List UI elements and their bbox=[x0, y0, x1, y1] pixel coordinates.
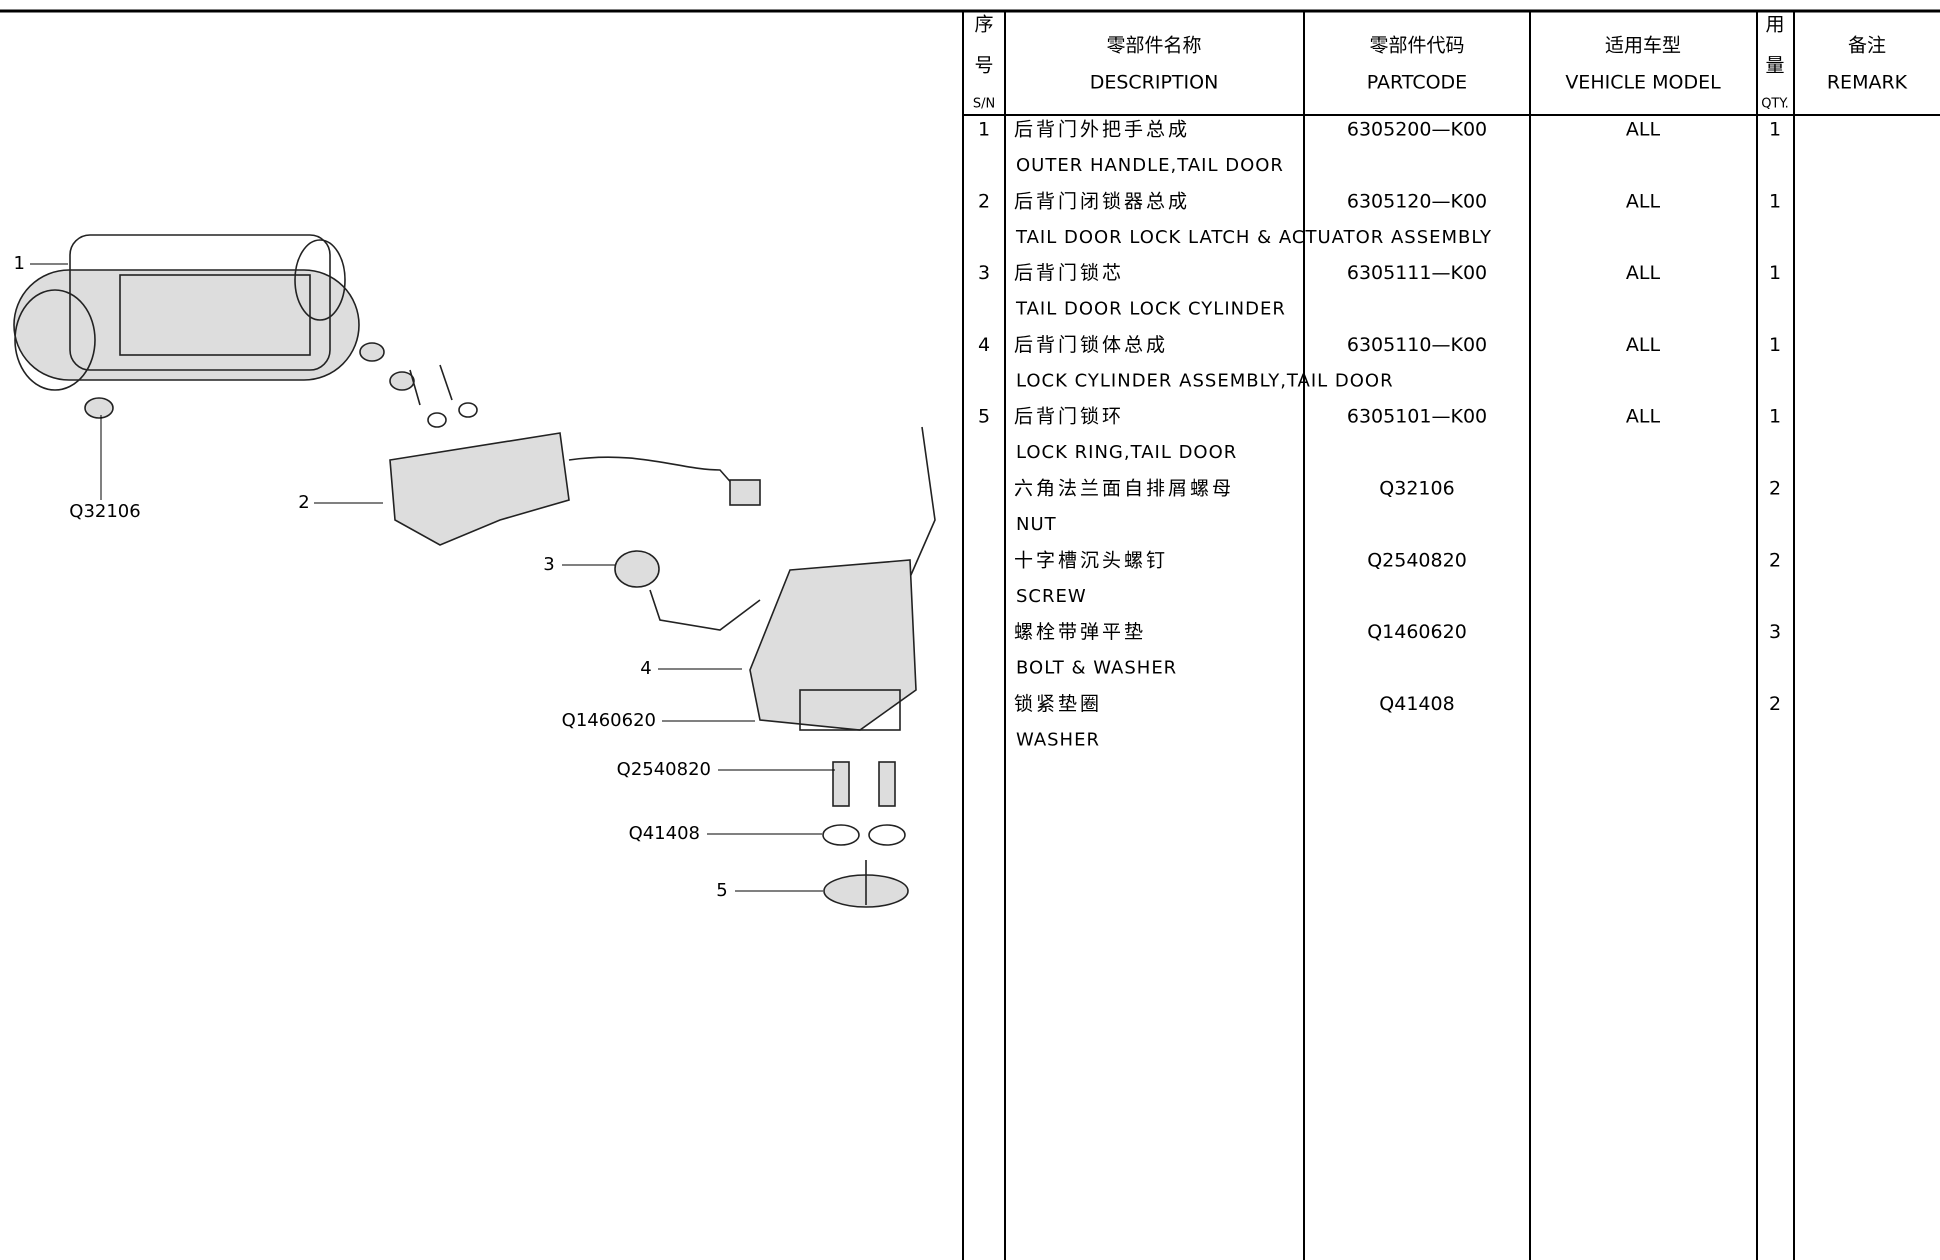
qty: 1 bbox=[1769, 119, 1781, 141]
sn: 3 bbox=[978, 262, 990, 284]
qty: 1 bbox=[1769, 190, 1781, 212]
name-en: OUTER HANDLE,TAIL DOOR bbox=[1016, 155, 1284, 176]
model: ALL bbox=[1626, 119, 1661, 141]
partcode: 6305120—K00 bbox=[1347, 190, 1487, 212]
model: ALL bbox=[1626, 334, 1661, 356]
callout: Q32106 bbox=[69, 501, 140, 522]
partcode: 6305200—K00 bbox=[1347, 119, 1487, 141]
qty: 1 bbox=[1769, 406, 1781, 428]
header-remark: 备注 bbox=[1848, 35, 1886, 57]
callout: 2 bbox=[298, 492, 309, 513]
partcode: Q41408 bbox=[1379, 693, 1454, 715]
header-sn: 序 bbox=[974, 14, 993, 36]
table-frame bbox=[0, 9, 1940, 1260]
header-model: VEHICLE MODEL bbox=[1565, 72, 1721, 94]
qty: 2 bbox=[1769, 478, 1781, 500]
header-sn: S/N bbox=[973, 97, 995, 112]
name-cn: 螺栓带弹平垫 bbox=[1014, 621, 1146, 643]
model: ALL bbox=[1626, 190, 1661, 212]
name-cn: 后背门闭锁器总成 bbox=[1014, 190, 1190, 212]
name-en: LOCK RING,TAIL DOOR bbox=[1016, 442, 1237, 463]
qty: 2 bbox=[1769, 693, 1781, 715]
name-cn: 后背门锁芯 bbox=[1014, 262, 1124, 284]
callout: Q2540820 bbox=[617, 759, 711, 780]
header-model: 适用车型 bbox=[1605, 35, 1681, 57]
parts-drawing bbox=[13, 234, 936, 908]
name-en: TAIL DOOR LOCK LATCH & ACTUATOR ASSEMBLY bbox=[1015, 227, 1492, 248]
header-description: 零部件名称 bbox=[1106, 35, 1201, 57]
header-description: DESCRIPTION bbox=[1090, 72, 1219, 94]
partcode: Q1460620 bbox=[1367, 621, 1467, 643]
qty: 1 bbox=[1769, 262, 1781, 284]
sn: 5 bbox=[978, 406, 990, 428]
header-remark: REMARK bbox=[1827, 72, 1908, 94]
name-en: TAIL DOOR LOCK CYLINDER bbox=[1015, 299, 1286, 320]
name-en: BOLT & WASHER bbox=[1016, 658, 1177, 679]
name-en: LOCK CYLINDER ASSEMBLY,TAIL DOOR bbox=[1016, 370, 1394, 391]
header-sn: 号 bbox=[974, 55, 993, 77]
name-en: SCREW bbox=[1016, 586, 1087, 607]
partcode: Q2540820 bbox=[1367, 549, 1467, 571]
name-en: NUT bbox=[1016, 514, 1057, 535]
name-cn: 后背门锁体总成 bbox=[1014, 334, 1168, 356]
sn: 2 bbox=[978, 190, 990, 212]
header-qty: 用 bbox=[1765, 14, 1784, 36]
name-cn: 锁紧垫圈 bbox=[1014, 693, 1102, 715]
partcode: 6305111—K00 bbox=[1347, 262, 1487, 284]
callout: 1 bbox=[14, 253, 25, 274]
callout: Q41408 bbox=[629, 823, 700, 844]
leaders bbox=[30, 263, 835, 892]
qty: 2 bbox=[1769, 549, 1781, 571]
header-partcode: PARTCODE bbox=[1367, 72, 1467, 94]
partcode: 6305101—K00 bbox=[1347, 406, 1487, 428]
header-qty: 量 bbox=[1765, 55, 1784, 77]
header-partcode: 零部件代码 bbox=[1369, 35, 1464, 57]
name-en: WASHER bbox=[1016, 729, 1100, 750]
sn: 1 bbox=[978, 119, 990, 141]
callout: 4 bbox=[640, 658, 651, 679]
callout: Q1460620 bbox=[562, 710, 656, 731]
model: ALL bbox=[1626, 406, 1661, 428]
qty: 1 bbox=[1769, 334, 1781, 356]
name-cn: 六角法兰面自排屑螺母 bbox=[1014, 478, 1234, 500]
name-cn: 十字槽沉头螺钉 bbox=[1014, 549, 1168, 571]
header-qty: QTY. bbox=[1761, 97, 1789, 112]
name-cn: 后背门外把手总成 bbox=[1014, 119, 1190, 141]
callout: 3 bbox=[543, 554, 554, 575]
qty: 3 bbox=[1769, 621, 1781, 643]
callout: 5 bbox=[716, 880, 727, 901]
partcode: 6305110—K00 bbox=[1347, 334, 1487, 356]
model: ALL bbox=[1626, 262, 1661, 284]
sn: 4 bbox=[978, 334, 990, 356]
name-cn: 后背门锁环 bbox=[1014, 406, 1124, 428]
partcode: Q32106 bbox=[1379, 478, 1454, 500]
